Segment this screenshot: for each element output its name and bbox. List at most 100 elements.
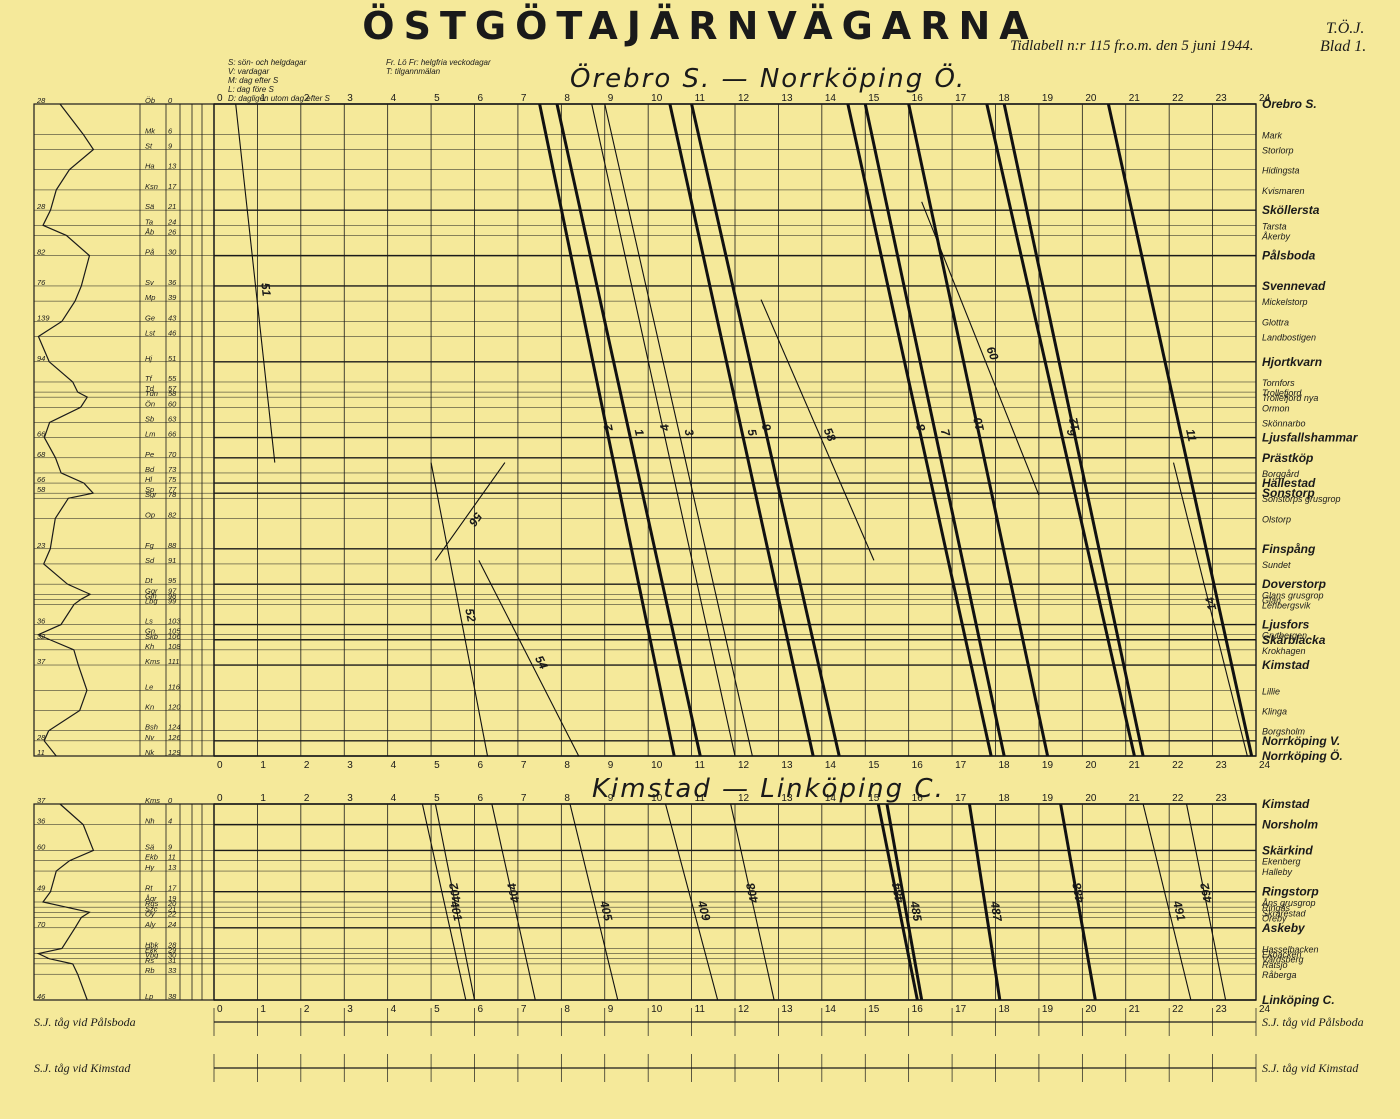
bottom-hour-label-bottom: 22 — [1172, 1004, 1184, 1015]
top-station-name: Trollefjord nya — [1262, 393, 1318, 403]
top-train-number: 9 — [1064, 428, 1079, 438]
bottom-hour-label-bottom: 18 — [999, 1004, 1011, 1015]
top-hour-label-top: 4 — [391, 93, 397, 104]
top-station-name: Sundet — [1262, 560, 1291, 570]
top-train-number: 14 — [1202, 595, 1219, 612]
top-station-km: 6 — [168, 126, 173, 135]
top-station-km: 91 — [168, 556, 176, 565]
top-station-km: 77 — [168, 485, 177, 494]
top-train-path — [235, 103, 276, 463]
bottom-hour-label-top: 12 — [738, 793, 750, 804]
top-train-number: 54 — [532, 653, 551, 672]
top-station-km: 116 — [168, 682, 181, 691]
bottom-station-code: Hy — [145, 863, 155, 872]
legend-note: D: dagligen utom dag efter S — [228, 94, 330, 103]
bottom-station-km: 28 — [167, 940, 177, 949]
bottom-train-number: 484 — [889, 881, 907, 905]
top-station-code: St — [145, 141, 153, 150]
bottom-station-km: 31 — [168, 956, 176, 965]
top-station-elevation: 28 — [36, 733, 46, 742]
top-hour-label-top: 20 — [1085, 93, 1097, 104]
top-hour-label-top: 11 — [695, 93, 706, 104]
bottom-station-elevation: 49 — [37, 884, 46, 893]
top-station-name: Norrköping Ö. — [1262, 748, 1343, 763]
top-station-code: Ksn — [145, 182, 158, 191]
top-train-number: 3 — [682, 428, 697, 438]
top-hour-label-bottom: 22 — [1172, 760, 1184, 771]
bottom-station-name: Hasselbacken — [1262, 944, 1319, 954]
bottom-hour-label-bottom: 15 — [868, 1004, 880, 1015]
top-train-path — [604, 103, 753, 757]
top-station-km: 99 — [168, 596, 177, 605]
top-station-elevation: 23 — [36, 541, 46, 550]
top-station-km: 55 — [168, 374, 177, 383]
bottom-train-number: 405 — [597, 898, 616, 922]
top-station-code: Td — [145, 384, 155, 393]
top-station-name: Hidingsta — [1262, 166, 1300, 176]
top-hour-label-top: 18 — [999, 93, 1011, 104]
bottom-hour-label-top: 21 — [1129, 793, 1141, 804]
top-station-elevation: 66 — [37, 430, 46, 439]
top-station-km: 17 — [168, 182, 177, 191]
bottom-station-km: 20 — [167, 899, 177, 908]
top-station-code: Gln — [145, 591, 157, 600]
top-station-name: Mark — [1262, 130, 1282, 140]
bottom-station-code: Nh — [145, 817, 155, 826]
bottom-train-path — [967, 803, 1002, 1001]
top-station-code: Sgr — [145, 490, 157, 499]
bottom-hour-label-bottom: 17 — [955, 1004, 967, 1015]
bottom-station-code: Rt — [145, 884, 153, 893]
bottom-hour-label-top: 11 — [695, 793, 706, 804]
bottom-hour-label-bottom: 16 — [912, 1004, 924, 1015]
top-train-number: 12 — [1066, 416, 1083, 432]
bottom-station-km: 24 — [167, 920, 176, 929]
top-station-code: Fg — [145, 541, 155, 550]
top-station-km: 95 — [168, 576, 177, 585]
top-hour-label-top: 5 — [434, 93, 440, 104]
top-station-name: Glottra — [1262, 317, 1289, 327]
bottom-train-number: 401 — [447, 899, 465, 923]
top-station-name: Glans grusgrop — [1262, 590, 1324, 600]
top-hour-label-top: 23 — [1216, 93, 1228, 104]
top-station-code: Bsh — [145, 723, 158, 732]
bottom-station-code: Rb — [145, 966, 155, 975]
top-station-name: Sonstorps grusgrop — [1262, 494, 1341, 504]
bottom-hour-label-top: 6 — [478, 793, 484, 804]
bottom-station-km: 0 — [168, 796, 173, 805]
bottom-hour-label-top: 3 — [347, 793, 353, 804]
top-station-km: 108 — [168, 642, 181, 651]
top-train-path — [555, 103, 702, 757]
bottom-station-code: Szc — [145, 904, 158, 913]
top-station-km: 51 — [168, 354, 176, 363]
legend-note: V: vardagar — [228, 67, 270, 76]
bottom-station-code: Lp — [145, 992, 153, 1001]
top-station-km: 98 — [168, 591, 177, 600]
top-station-km: 57 — [168, 384, 177, 393]
bottom-station-code: Kms — [145, 796, 160, 805]
legend-note: M: dag efter S — [228, 76, 279, 85]
top-station-code: Ön — [145, 399, 155, 408]
top-station-elevation: 28 — [36, 202, 46, 211]
top-station-code: Kms — [145, 657, 160, 666]
top-station-code: Kh — [145, 642, 154, 651]
sheet-number: Blad 1. — [1320, 38, 1367, 55]
top-station-name: Doverstorp — [1262, 577, 1326, 591]
top-train-path — [538, 103, 676, 757]
bottom-hour-label-bottom: 11 — [695, 1004, 706, 1015]
top-station-km: 26 — [167, 227, 177, 236]
legend-notes: S: sön- och helgdagar V: vardagar M: dag… — [228, 58, 378, 103]
bottom-hour-label-top: 20 — [1085, 793, 1097, 804]
top-hour-label-top: 3 — [347, 93, 353, 104]
top-station-elevation: 82 — [37, 248, 46, 257]
top-train-path — [907, 103, 1050, 757]
top-station-code: Öb — [145, 96, 155, 105]
top-station-km: 46 — [168, 328, 177, 337]
bottom-station-name: Ekbacken — [1262, 950, 1302, 960]
top-hour-label-bottom: 9 — [608, 760, 614, 771]
top-station-km: 43 — [168, 313, 177, 322]
top-station-code: Nv — [145, 733, 155, 742]
bottom-station-name: Linköping C. — [1262, 993, 1335, 1007]
top-station-name: Norrköping V. — [1262, 734, 1340, 748]
top-hour-label-top: 22 — [1172, 93, 1184, 104]
